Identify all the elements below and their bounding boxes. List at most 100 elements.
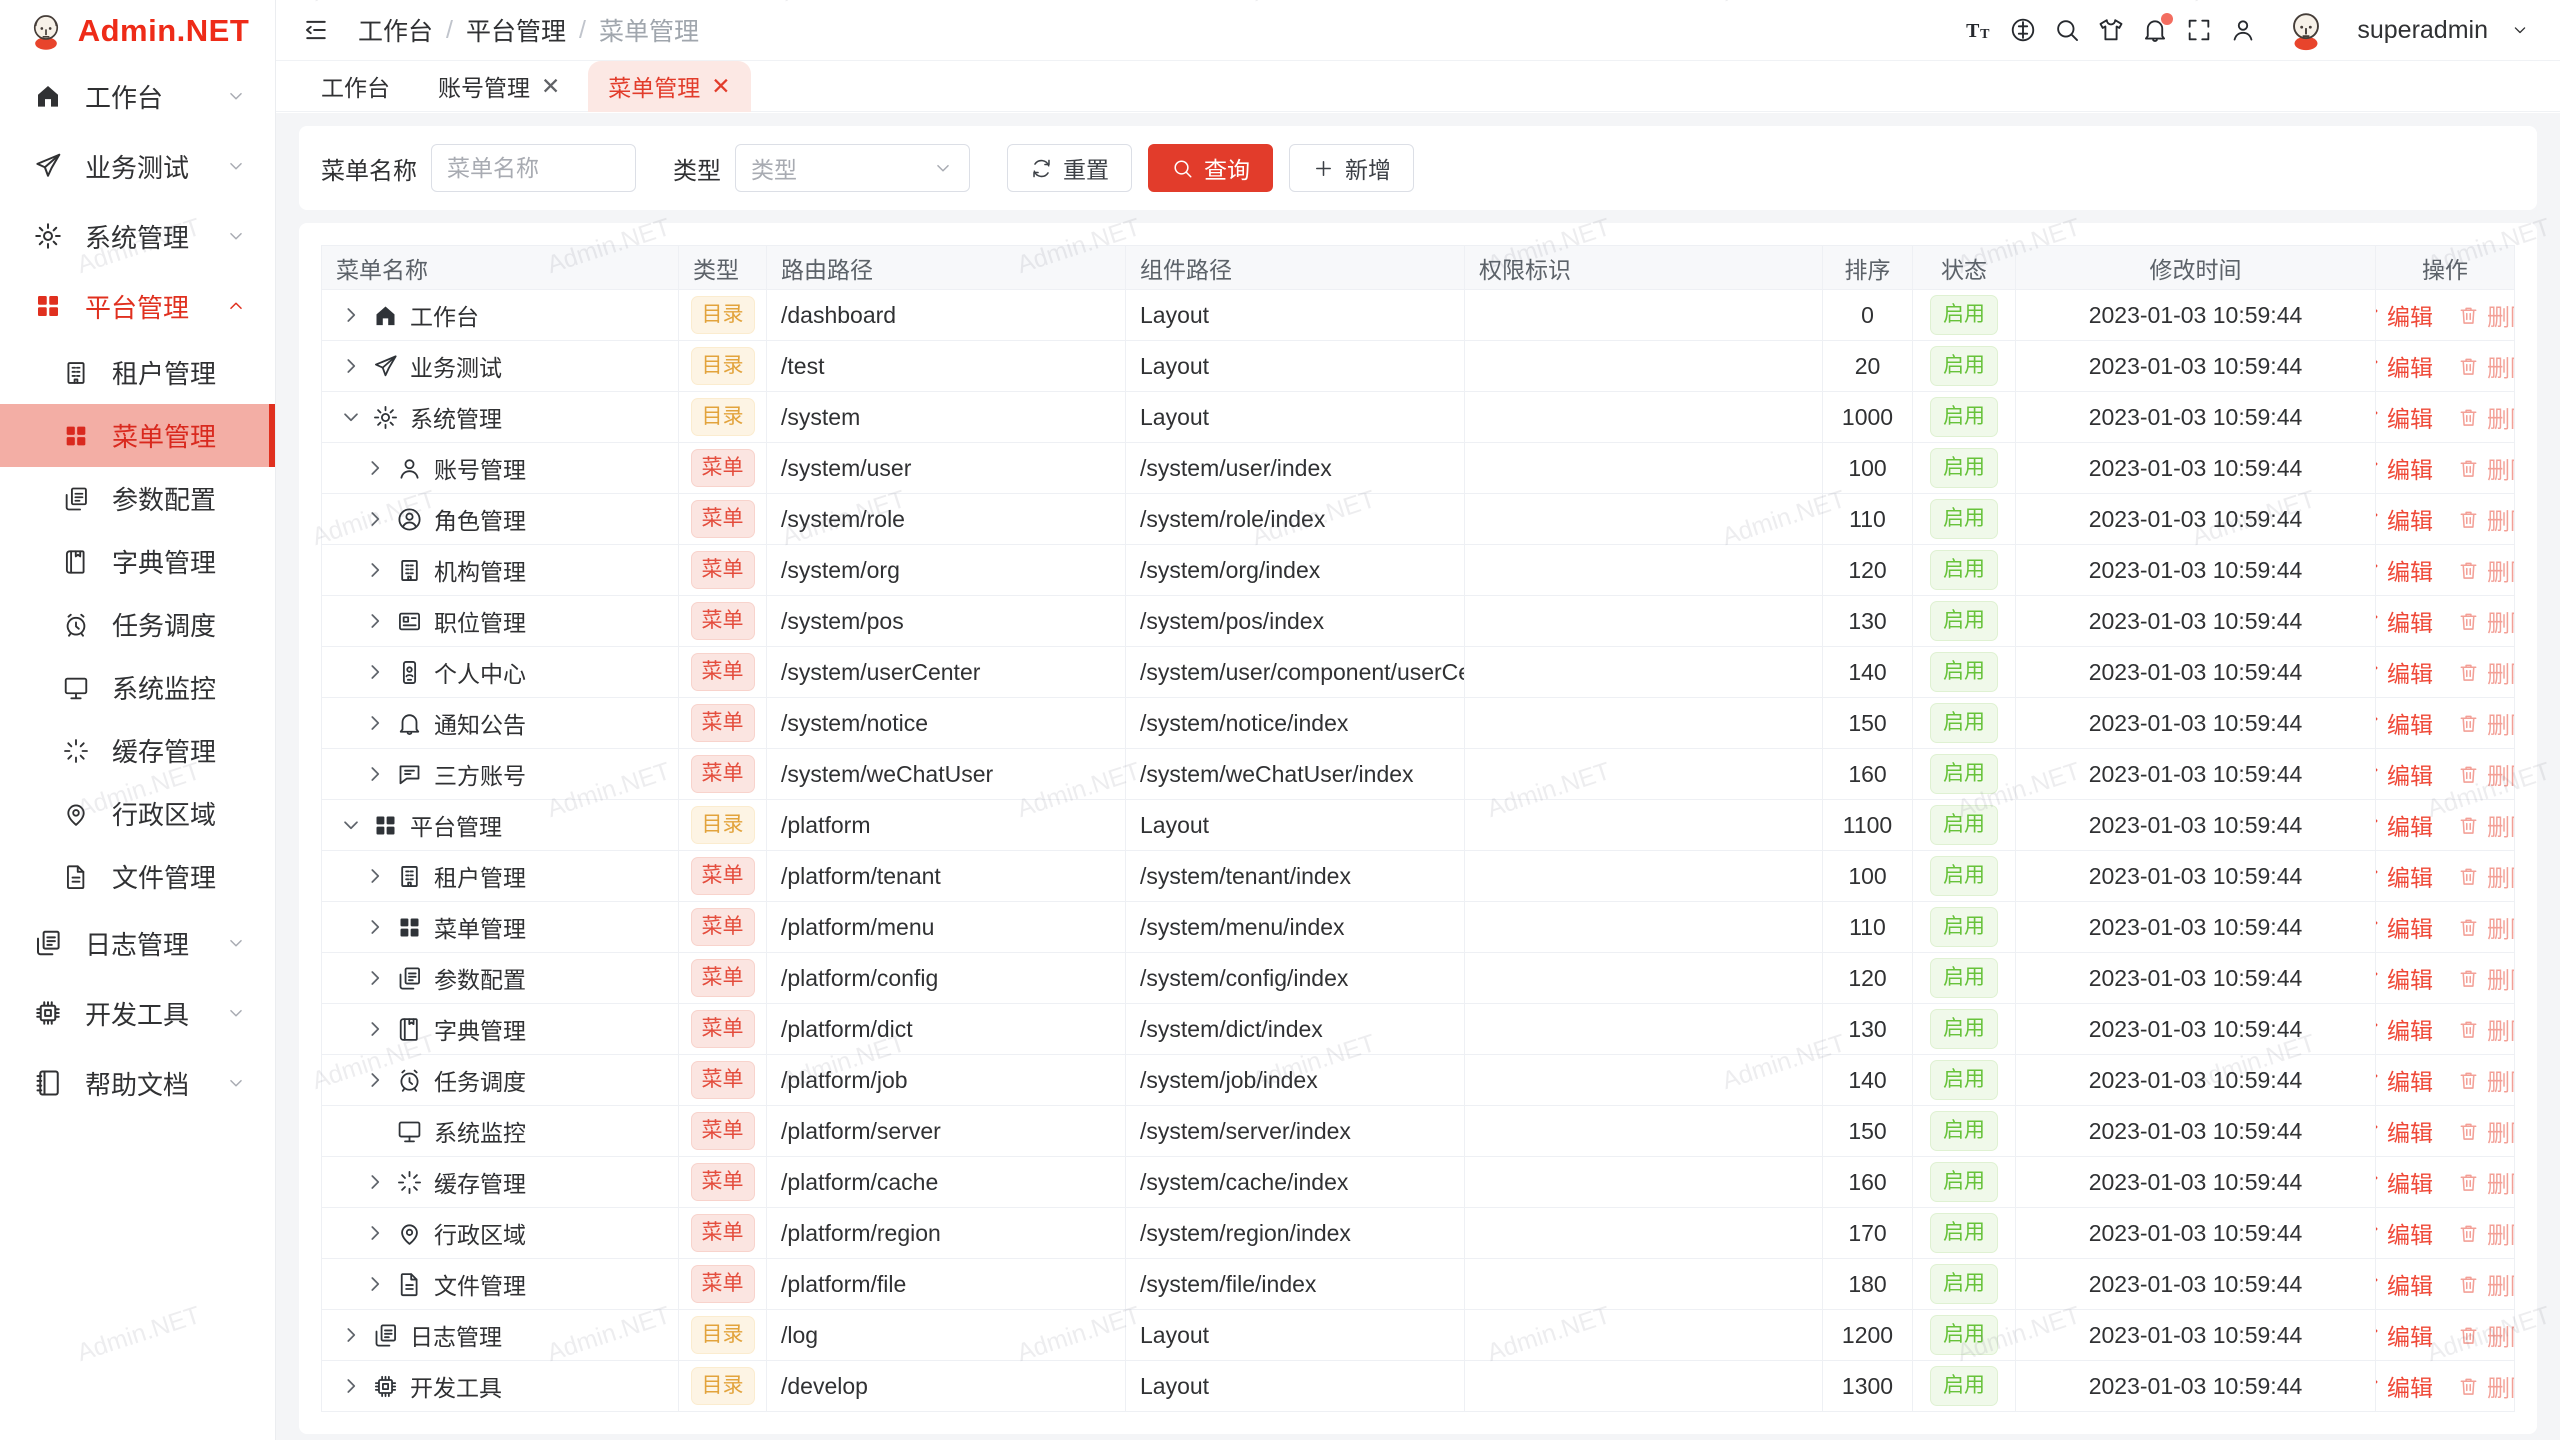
delete-button[interactable]: 删除	[2457, 706, 2514, 740]
profile-icon[interactable]	[2229, 16, 2257, 44]
tab-菜单管理[interactable]: 菜单管理 ✕	[588, 60, 751, 112]
expand-chevron-right-icon[interactable]	[362, 914, 388, 940]
type-select[interactable]: 类型	[735, 144, 970, 192]
edit-button[interactable]: 编辑	[2376, 655, 2433, 689]
expand-chevron-right-icon[interactable]	[338, 1322, 364, 1348]
edit-button[interactable]: 编辑	[2376, 910, 2433, 944]
delete-button[interactable]: 删除	[2457, 1114, 2514, 1148]
edit-button[interactable]: 编辑	[2376, 298, 2433, 332]
sidebar-item-menu[interactable]: 菜单管理	[0, 404, 275, 467]
delete-button[interactable]: 删除	[2457, 400, 2514, 434]
sidebar-item-develop[interactable]: 开发工具	[0, 978, 275, 1048]
edit-button[interactable]: 编辑	[2376, 349, 2433, 383]
expand-chevron-right-icon[interactable]	[362, 659, 388, 685]
delete-button[interactable]: 删除	[2457, 604, 2514, 638]
expand-chevron-right-icon[interactable]	[362, 1271, 388, 1297]
expand-chevron-down-icon[interactable]	[338, 812, 364, 838]
edit-button[interactable]: 编辑	[2376, 400, 2433, 434]
edit-button[interactable]: 编辑	[2376, 1114, 2433, 1148]
edit-button[interactable]: 编辑	[2376, 1369, 2433, 1403]
edit-button[interactable]: 编辑	[2376, 502, 2433, 536]
delete-button[interactable]: 删除	[2457, 1318, 2514, 1352]
expand-chevron-right-icon[interactable]	[362, 863, 388, 889]
sidebar-item-system[interactable]: 系统管理	[0, 201, 275, 271]
delete-button[interactable]: 删除	[2457, 451, 2514, 485]
edit-button[interactable]: 编辑	[2376, 1012, 2433, 1046]
sidebar-item-job[interactable]: 任务调度	[0, 593, 275, 656]
expand-chevron-right-icon[interactable]	[362, 1016, 388, 1042]
edit-button[interactable]: 编辑	[2376, 451, 2433, 485]
breadcrumb-item[interactable]: 工作台	[358, 18, 434, 46]
delete-button[interactable]: 删除	[2457, 349, 2514, 383]
expand-chevron-right-icon[interactable]	[362, 506, 388, 532]
expand-chevron-right-icon[interactable]	[362, 608, 388, 634]
delete-button[interactable]: 删除	[2457, 1267, 2514, 1301]
tab-工作台[interactable]: 工作台	[301, 61, 410, 112]
sidebar-item-server[interactable]: 系统监控	[0, 656, 275, 719]
edit-button[interactable]: 编辑	[2376, 757, 2433, 791]
expand-chevron-right-icon[interactable]	[362, 1220, 388, 1246]
menu-name-input[interactable]	[431, 144, 636, 192]
language-icon[interactable]	[2009, 16, 2037, 44]
edit-button[interactable]: 编辑	[2376, 859, 2433, 893]
user-avatar[interactable]	[2283, 7, 2329, 53]
delete-button[interactable]: 删除	[2457, 910, 2514, 944]
expand-chevron-right-icon[interactable]	[362, 710, 388, 736]
delete-button[interactable]: 删除	[2457, 1063, 2514, 1097]
edit-button[interactable]: 编辑	[2376, 1165, 2433, 1199]
username[interactable]: superadmin	[2357, 15, 2488, 44]
expand-chevron-right-icon[interactable]	[362, 965, 388, 991]
search-button[interactable]: 查询	[1148, 144, 1273, 192]
sidebar-item-workbench[interactable]: 工作台	[0, 61, 275, 131]
delete-button[interactable]: 删除	[2457, 808, 2514, 842]
delete-button[interactable]: 删除	[2457, 1165, 2514, 1199]
delete-button[interactable]: 删除	[2457, 961, 2514, 995]
delete-button[interactable]: 删除	[2457, 757, 2514, 791]
edit-button[interactable]: 编辑	[2376, 961, 2433, 995]
search-icon[interactable]	[2053, 16, 2081, 44]
sidebar-item-dict[interactable]: 字典管理	[0, 530, 275, 593]
expand-chevron-right-icon[interactable]	[362, 557, 388, 583]
notification-bell-icon[interactable]	[2141, 13, 2174, 44]
expand-chevron-right-icon[interactable]	[362, 1067, 388, 1093]
add-button[interactable]: 新增	[1289, 144, 1414, 192]
delete-button[interactable]: 删除	[2457, 859, 2514, 893]
expand-chevron-right-icon[interactable]	[362, 761, 388, 787]
fullscreen-icon[interactable]	[2185, 16, 2213, 44]
delete-button[interactable]: 删除	[2457, 1369, 2514, 1403]
theme-icon[interactable]	[2097, 16, 2125, 44]
expand-chevron-right-icon[interactable]	[338, 302, 364, 328]
edit-button[interactable]: 编辑	[2376, 1216, 2433, 1250]
delete-button[interactable]: 删除	[2457, 655, 2514, 689]
sidebar-item-region[interactable]: 行政区域	[0, 782, 275, 845]
edit-button[interactable]: 编辑	[2376, 1267, 2433, 1301]
edit-button[interactable]: 编辑	[2376, 553, 2433, 587]
sidebar-item-business-test[interactable]: 业务测试	[0, 131, 275, 201]
edit-button[interactable]: 编辑	[2376, 808, 2433, 842]
edit-button[interactable]: 编辑	[2376, 1063, 2433, 1097]
delete-button[interactable]: 删除	[2457, 1012, 2514, 1046]
edit-button[interactable]: 编辑	[2376, 604, 2433, 638]
reset-button[interactable]: 重置	[1007, 144, 1132, 192]
edit-button[interactable]: 编辑	[2376, 1318, 2433, 1352]
sidebar-item-cache[interactable]: 缓存管理	[0, 719, 275, 782]
close-icon[interactable]: ✕	[541, 72, 561, 99]
expand-chevron-right-icon[interactable]	[362, 1169, 388, 1195]
delete-button[interactable]: 删除	[2457, 298, 2514, 332]
edit-button[interactable]: 编辑	[2376, 706, 2433, 740]
sidebar-item-tenant[interactable]: 租户管理	[0, 341, 275, 404]
delete-button[interactable]: 删除	[2457, 502, 2514, 536]
breadcrumb-item[interactable]: 平台管理	[465, 18, 566, 46]
expand-chevron-right-icon[interactable]	[362, 455, 388, 481]
sidebar-item-help[interactable]: 帮助文档	[0, 1048, 275, 1118]
sidebar-item-config[interactable]: 参数配置	[0, 467, 275, 530]
expand-chevron-right-icon[interactable]	[338, 353, 364, 379]
tab-账号管理[interactable]: 账号管理 ✕	[418, 61, 580, 112]
sidebar-item-file[interactable]: 文件管理	[0, 845, 275, 908]
user-menu-chevron-down-icon[interactable]	[2510, 20, 2530, 40]
sidebar-item-log[interactable]: 日志管理	[0, 908, 275, 978]
delete-button[interactable]: 删除	[2457, 553, 2514, 587]
expand-chevron-right-icon[interactable]	[338, 1373, 364, 1399]
sidebar-item-platform[interactable]: 平台管理	[0, 271, 275, 341]
